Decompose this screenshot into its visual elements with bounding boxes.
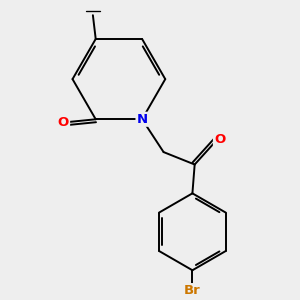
Text: O: O	[214, 133, 225, 146]
Text: N: N	[136, 113, 148, 126]
Text: O: O	[58, 116, 69, 129]
Text: Br: Br	[184, 284, 201, 297]
